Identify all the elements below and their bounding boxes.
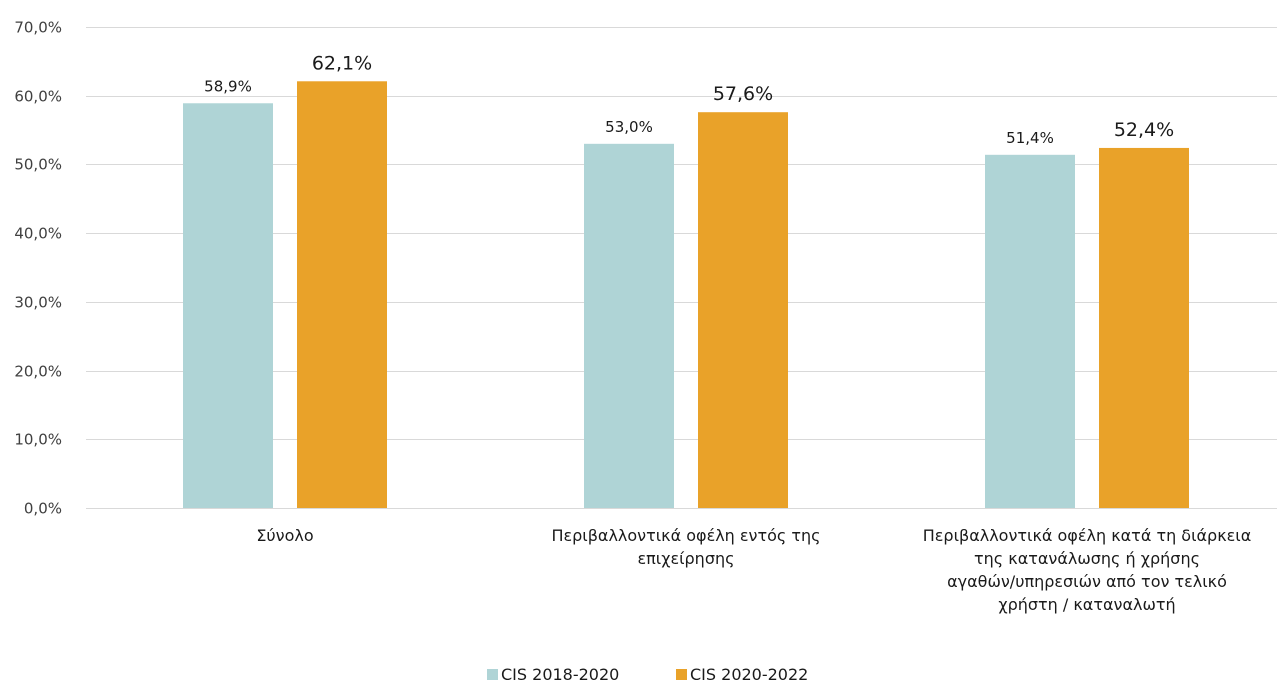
data-label: 51,4% (1006, 129, 1054, 147)
legend-label: CIS 2020-2022 (690, 665, 808, 684)
bar-cis-2020-2022 (297, 81, 387, 508)
category-label-line: επιχείρησης (638, 549, 735, 568)
category-label-line: χρήστη / καταναλωτή (998, 595, 1175, 614)
data-label: 58,9% (204, 77, 252, 95)
data-label: 52,4% (1114, 119, 1174, 141)
y-tick-label: 40,0% (14, 225, 62, 243)
y-axis: 0,0% 10,0% 20,0% 30,0% 40,0% 50,0% 60,0% 70,0% (14, 19, 62, 518)
data-label: 57,6% (713, 83, 773, 105)
data-label: 53,0% (605, 118, 653, 136)
legend-swatch (487, 669, 498, 680)
y-tick-label: 30,0% (14, 294, 62, 312)
legend: CIS 2018-2020 CIS 2020-2022 (487, 665, 808, 684)
bars (183, 81, 1189, 509)
x-axis: Σύνολο Περιβαλλοντικά οφέλη εντός της επιχ… (256, 526, 1251, 614)
category-label-line: Περιβαλλοντικά οφέλη κατά τη διάρκεια (923, 526, 1252, 545)
bar-cis-2018-2020 (985, 154, 1075, 508)
value-labels: 58,9% 53,0% 51,4% 62,1% 57,6% 52,4% (204, 52, 1174, 147)
category-label-line: Σύνολο (256, 526, 313, 545)
bar-cis-2020-2022 (1099, 147, 1189, 509)
category-label-line: της κατανάλωσης ή χρήσης (974, 549, 1200, 568)
category-label: Περιβαλλοντικά οφέλη κατά τη διάρκεια της… (923, 526, 1252, 614)
bar-cis-2018-2020 (183, 103, 273, 508)
category-label: Περιβαλλοντικά οφέλη εντός της επιχείρηση… (551, 526, 820, 568)
y-tick-label: 50,0% (14, 156, 62, 174)
category-label: Σύνολο (256, 526, 313, 545)
bar-cis-2020-2022 (698, 112, 788, 508)
y-tick-label: 0,0% (24, 500, 62, 518)
bar-cis-2018-2020 (584, 143, 674, 509)
y-tick-label: 20,0% (14, 363, 62, 381)
y-tick-label: 70,0% (14, 19, 62, 37)
category-label-line: αγαθών/υπηρεσιών από τον τελικό (947, 572, 1227, 591)
data-label: 62,1% (312, 52, 372, 74)
y-tick-label: 10,0% (14, 431, 62, 449)
legend-label: CIS 2018-2020 (501, 665, 619, 684)
y-tick-label: 60,0% (14, 88, 62, 106)
legend-swatch (676, 669, 687, 680)
gridlines (86, 27, 1277, 509)
category-label-line: Περιβαλλοντικά οφέλη εντός της (551, 526, 820, 545)
